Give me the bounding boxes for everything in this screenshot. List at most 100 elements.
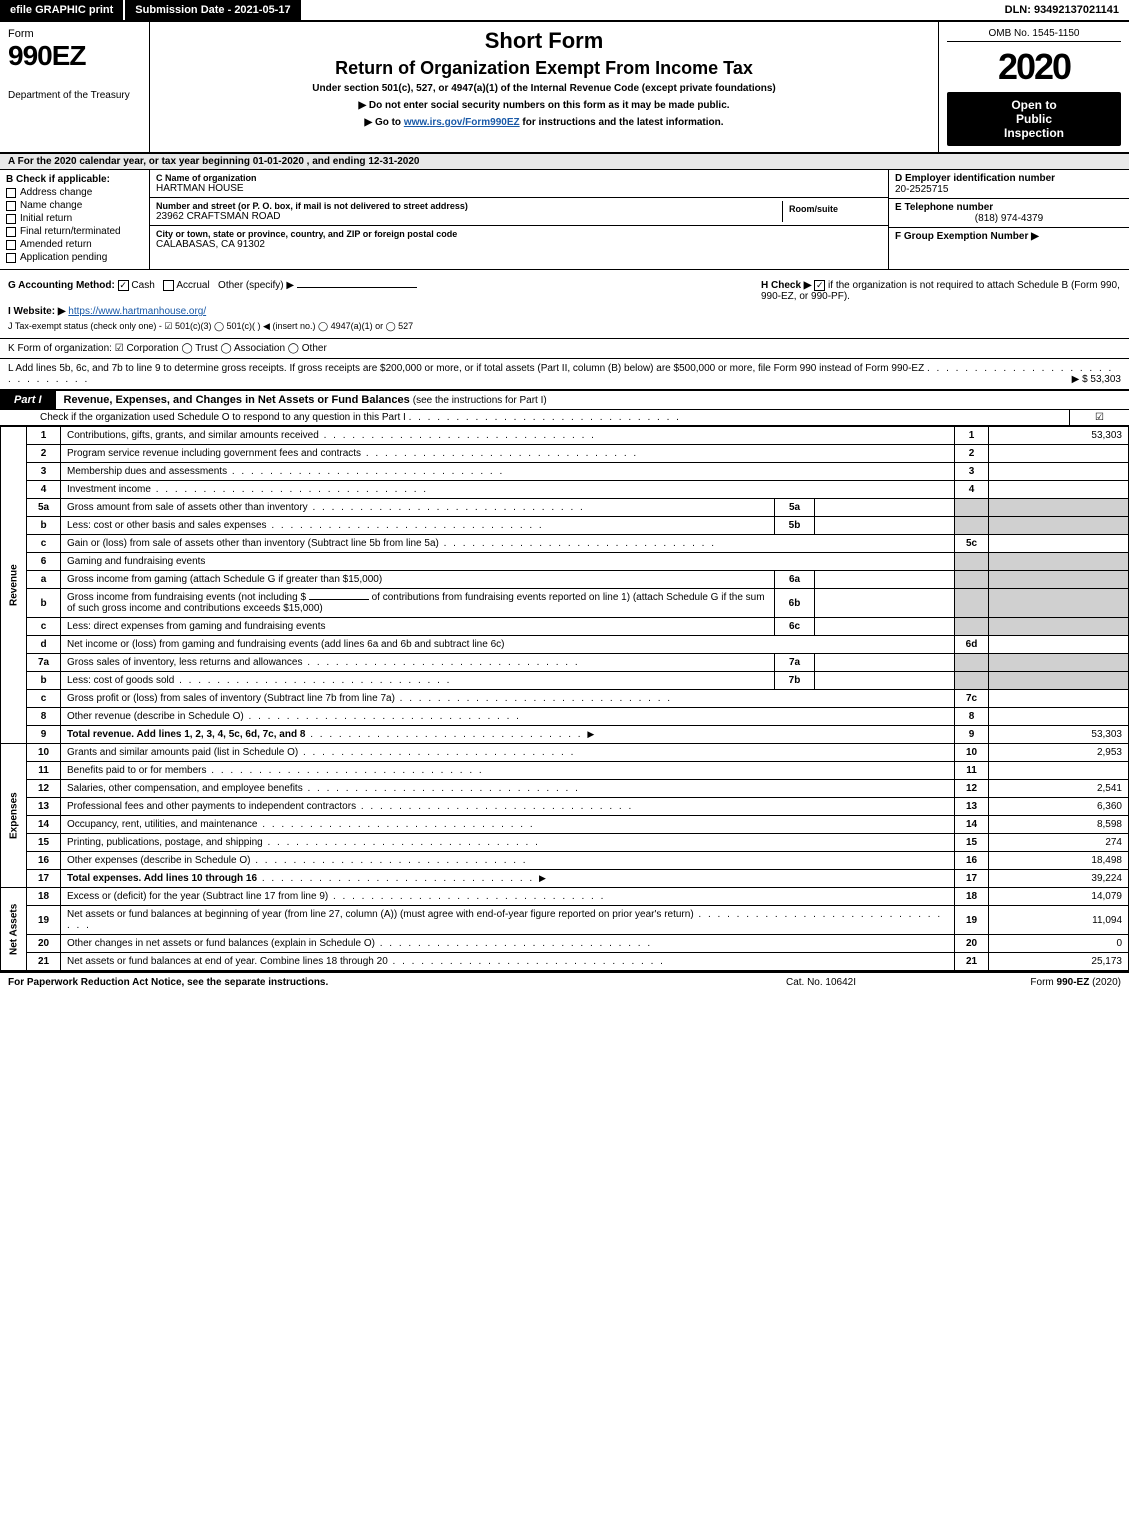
dots-icon [207,765,484,776]
line-num: c [27,618,61,636]
submission-date-button[interactable]: Submission Date - 2021-05-17 [125,0,302,20]
line-ref: 11 [955,762,989,780]
chk-address-change[interactable]: Address change [6,187,143,198]
line-num: b [27,672,61,690]
dots-icon [308,502,585,513]
dots-icon [257,873,539,884]
line-num: 6 [27,553,61,571]
table-row: 2 Program service revenue including gove… [1,445,1129,463]
chk-application-pending[interactable]: Application pending [6,252,143,263]
grey-cell [955,553,989,571]
chk-label: Amended return [20,239,92,250]
dots-icon [305,729,587,740]
line-desc: Gross income from gaming (attach Schedul… [61,571,775,589]
line-num: 10 [27,744,61,762]
line-num: 17 [27,870,61,888]
chk-amended-return[interactable]: Amended return [6,239,143,250]
line-num: b [27,517,61,535]
line-amount: 53,303 [989,726,1129,744]
subline-ref: 7a [775,654,815,672]
schedule-o-checkbox[interactable]: ☑ [1069,410,1129,425]
checkbox-schedule-b-icon[interactable] [814,280,825,291]
irs-link[interactable]: www.irs.gov/Form990EZ [404,117,520,128]
line-num: 12 [27,780,61,798]
website-link[interactable]: https://www.hartmanhouse.org/ [68,306,206,317]
line-amount: 274 [989,834,1129,852]
table-row: a Gross income from gaming (attach Sched… [1,571,1129,589]
line-ref: 1 [955,427,989,445]
schedule-o-text: Check if the organization used Schedule … [0,410,1069,425]
dots-icon [302,657,579,668]
efile-print-button[interactable]: efile GRAPHIC print [0,0,125,20]
other-label: Other (specify) ▶ [218,280,294,291]
line-amount [989,481,1129,499]
dots-icon [263,837,540,848]
do-not-enter-text: ▶ Do not enter social security numbers o… [162,100,926,111]
table-row: 21 Net assets or fund balances at end of… [1,953,1129,971]
ein-cell: D Employer identification number 20-2525… [889,170,1129,199]
block-ghij: G Accounting Method: Cash Accrual Other … [0,270,1129,339]
expenses-vlabel: Expenses [1,744,27,888]
line-ref: 15 [955,834,989,852]
line-ref: 20 [955,935,989,953]
line-amount: 53,303 [989,427,1129,445]
line-desc: Less: direct expenses from gaming and fu… [61,618,775,636]
table-row: 11 Benefits paid to or for members 11 [1,762,1129,780]
line-amount [989,445,1129,463]
line-desc: Professional fees and other payments to … [61,798,955,816]
line-desc: Salaries, other compensation, and employ… [61,780,955,798]
dots-icon [319,430,596,441]
grey-cell [955,672,989,690]
line-num: c [27,690,61,708]
line-num: 2 [27,445,61,463]
table-row: 8 Other revenue (describe in Schedule O)… [1,708,1129,726]
checkbox-accrual-icon[interactable] [163,280,174,291]
dots-icon [439,538,716,549]
line-desc: Benefits paid to or for members [61,762,955,780]
line-num: 13 [27,798,61,816]
schedo-label: Check if the organization used Schedule … [40,412,406,423]
street-label: Number and street (or P. O. box, if mail… [156,201,782,211]
dots-icon [298,747,575,758]
phone-label: E Telephone number [895,202,1123,213]
chk-name-change[interactable]: Name change [6,200,143,211]
l6b-amount-input[interactable] [309,599,369,600]
chk-label: Application pending [20,252,107,263]
dots-icon [257,819,534,830]
line-num: 11 [27,762,61,780]
checkbox-cash-icon[interactable] [118,280,129,291]
other-specify-input[interactable] [297,287,417,288]
grey-cell [955,589,989,618]
phone-value: (818) 974-4379 [895,213,1123,224]
line-desc: Gross profit or (loss) from sales of inv… [61,690,955,708]
line-amount: 18,498 [989,852,1129,870]
form-word: Form [8,28,141,40]
street-row: Number and street (or P. O. box, if mail… [150,198,888,226]
chk-label: Address change [20,187,92,198]
goto-prefix: ▶ Go to [364,117,403,128]
line-k-form-of-org: K Form of organization: ☑ Corporation ◯ … [0,339,1129,359]
org-name-cell: C Name of organization HARTMAN HOUSE [150,170,888,198]
subline-amount [815,571,955,589]
line-desc: Total expenses. Add lines 10 through 16 [61,870,955,888]
short-form-title: Short Form [162,28,926,54]
city-cell: City or town, state or province, country… [150,226,888,253]
grey-cell [989,589,1129,618]
chk-final-return[interactable]: Final return/terminated [6,226,143,237]
table-row: c Gross profit or (loss) from sales of i… [1,690,1129,708]
room-label: Room/suite [789,204,876,214]
subline-ref: 6b [775,589,815,618]
chk-initial-return[interactable]: Initial return [6,213,143,224]
room-cell: Room/suite [782,201,882,222]
omb-number: OMB No. 1545-1150 [947,28,1121,42]
line-desc: Other expenses (describe in Schedule O) [61,852,955,870]
entity-info-block: B Check if applicable: Address change Na… [0,170,1129,270]
grey-cell [989,571,1129,589]
subline-amount [815,618,955,636]
table-row: 15 Printing, publications, postage, and … [1,834,1129,852]
col-def: D Employer identification number 20-2525… [889,170,1129,269]
subline-amount [815,654,955,672]
line-ref: 5c [955,535,989,553]
part-i-subtitle: (see the instructions for Part I) [413,395,547,406]
line-num: 8 [27,708,61,726]
